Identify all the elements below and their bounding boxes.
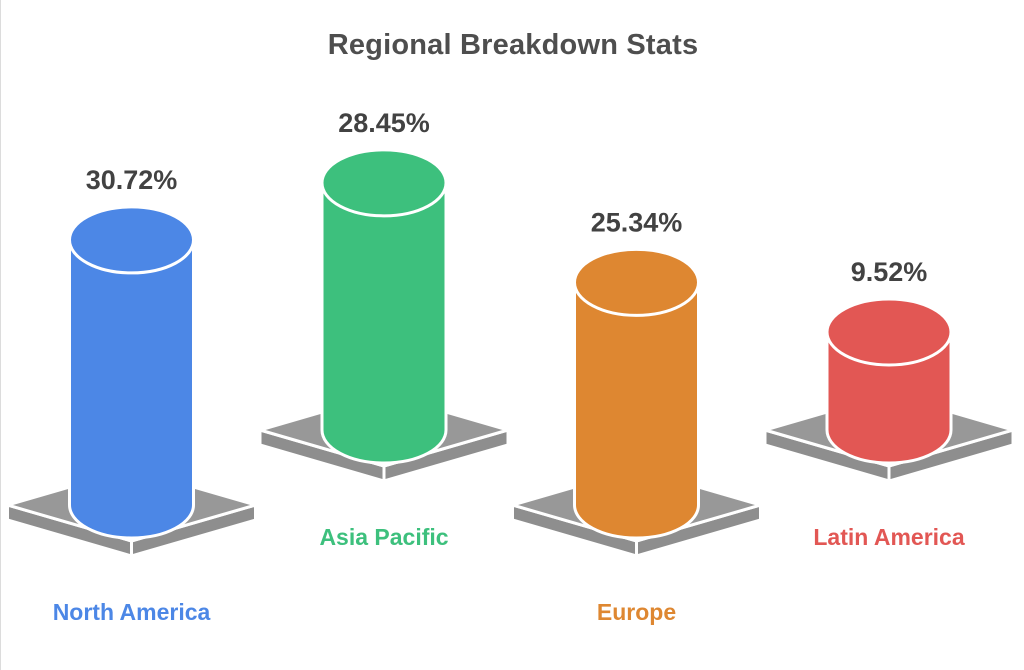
bar-group-asia-pacific: 28.45% Asia Pacific	[254, 108, 514, 550]
category-label-asia-pacific: Asia Pacific	[319, 524, 448, 550]
bar-group-latin-america: 9.52% Latin America	[759, 257, 1019, 550]
cylinder-cap	[573, 247, 700, 317]
cylinder-cap	[320, 148, 448, 218]
bar-group-europe: 25.34% Europe	[507, 207, 766, 625]
category-label-europe: Europe	[597, 599, 676, 625]
value-label-europe: 25.34%	[591, 207, 683, 237]
value-label-asia-pacific: 28.45%	[338, 108, 430, 138]
cylinder-body	[320, 182, 448, 465]
value-label-north-america: 30.72%	[86, 165, 178, 195]
cylinder-body	[825, 331, 953, 465]
bar-group-north-america: 30.72% North America	[2, 165, 261, 625]
cylinder-cap	[825, 297, 953, 367]
cylinder-body	[573, 282, 700, 540]
category-label-latin-america: Latin America	[813, 524, 964, 550]
cylinder-body	[68, 239, 195, 540]
chart-title: Regional Breakdown Stats	[328, 29, 699, 61]
cylinder-cap	[68, 205, 195, 275]
value-label-latin-america: 9.52%	[851, 257, 928, 287]
bars-group: 30.72% North America 28.45% Asia Pacific 25.…	[2, 108, 1019, 625]
category-label-north-america: North America	[53, 599, 211, 625]
